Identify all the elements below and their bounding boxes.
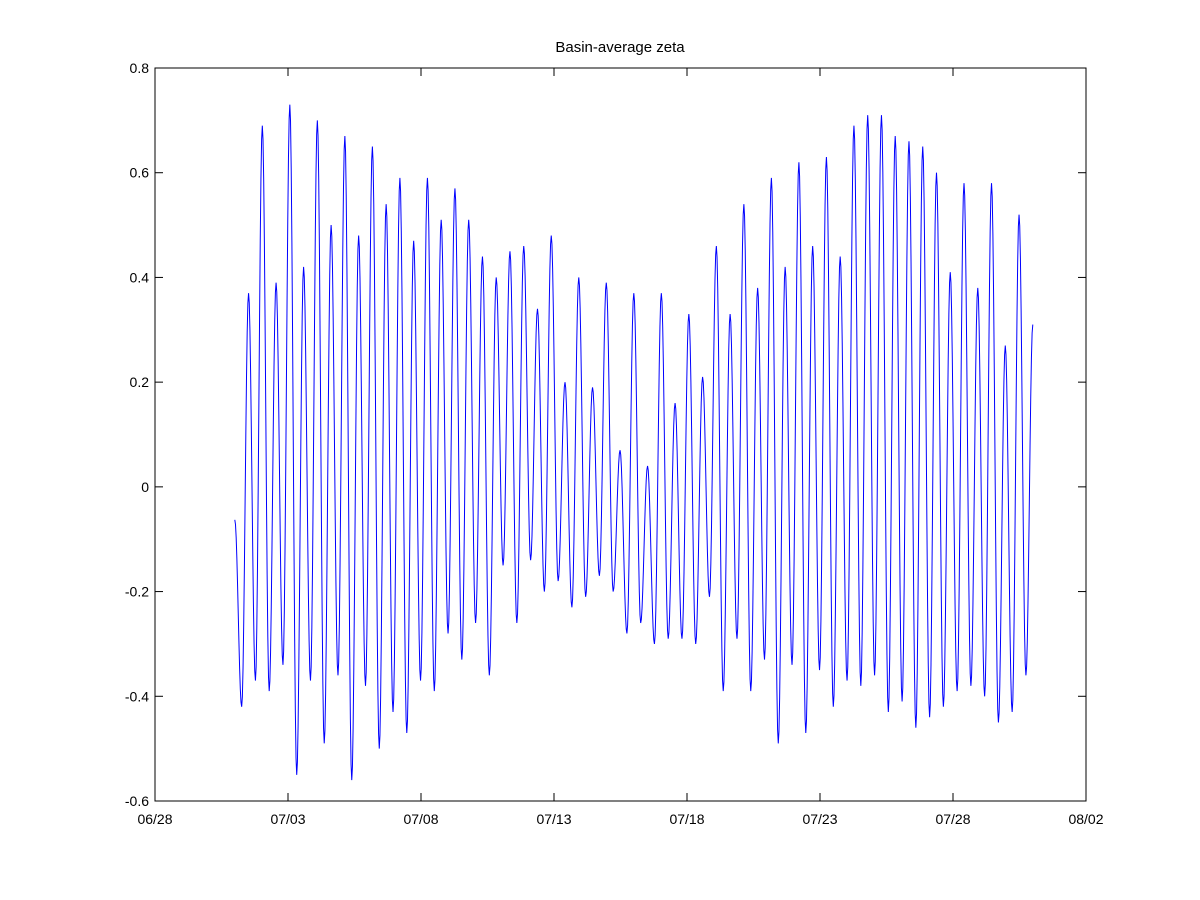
x-tick-label: 06/28 bbox=[137, 811, 172, 827]
y-tick-label: 0 bbox=[141, 479, 149, 495]
x-tick-label: 08/02 bbox=[1068, 811, 1103, 827]
y-tick-label: 0.6 bbox=[130, 165, 150, 181]
chart-title: Basin-average zeta bbox=[555, 39, 685, 56]
y-tick-label: 0.4 bbox=[130, 269, 150, 285]
y-tick-label: -0.2 bbox=[125, 584, 149, 600]
y-tick-label: 0.8 bbox=[130, 60, 150, 76]
x-tick-label: 07/18 bbox=[669, 811, 704, 827]
series-layer bbox=[234, 104, 1034, 781]
y-tick-label: 0.2 bbox=[130, 374, 150, 390]
x-axis-ticks bbox=[154, 68, 1087, 801]
series-line bbox=[234, 104, 1034, 781]
y-tick-label: -0.4 bbox=[125, 688, 149, 704]
x-tick-label: 07/28 bbox=[935, 811, 970, 827]
y-axis-tick-labels: -0.6 -0.4 -0.2 0 0.2 0.4 0.6 0.8 bbox=[125, 60, 149, 809]
x-tick-label: 07/23 bbox=[802, 811, 837, 827]
y-axis-ticks bbox=[155, 67, 1086, 802]
x-axis-tick-labels: 06/28 07/03 07/08 07/13 07/18 07/23 07/28 08/02 bbox=[137, 811, 1103, 827]
y-tick-label: -0.6 bbox=[125, 793, 149, 809]
x-tick-label: 07/13 bbox=[536, 811, 571, 827]
plot-area-frame bbox=[154, 67, 1087, 802]
x-tick-label: 07/03 bbox=[270, 811, 305, 827]
x-tick-label: 07/08 bbox=[403, 811, 438, 827]
